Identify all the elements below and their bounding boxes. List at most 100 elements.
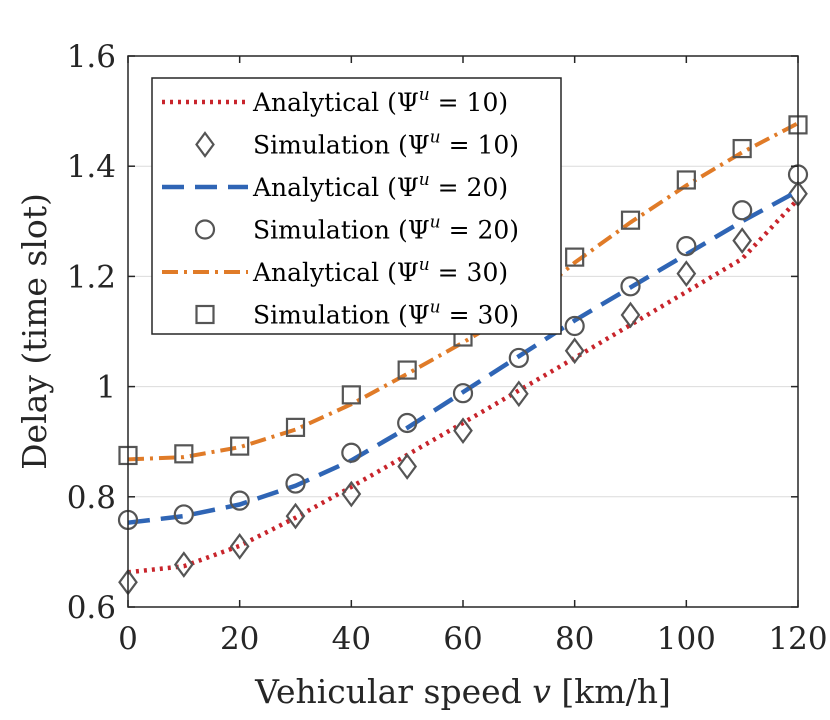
y-axis-title: Delay (time slot) [15, 193, 54, 470]
legend-label-superscript: u [430, 298, 441, 318]
y-tick-label: 1 [96, 370, 116, 406]
data-point-circle [397, 412, 418, 434]
data-point-square [676, 170, 696, 190]
legend-label-symbol: Ψ [408, 216, 430, 245]
series-line [127, 197, 800, 575]
legend-label-superscript: u [419, 255, 430, 275]
data-point-circle [732, 200, 753, 221]
legend: Analytical (Ψu = 10)Simulation (Ψu = 10)… [151, 77, 562, 335]
legend-label-prefix: Analytical ( [252, 173, 397, 202]
data-point-circle [341, 442, 362, 463]
legend-label-symbol: Ψ [397, 258, 419, 287]
legend-box [151, 77, 562, 335]
y-tick-label: 1.4 [67, 149, 116, 185]
legend-label-prefix: Simulation ( [253, 131, 408, 160]
y-tick-label: 1.2 [67, 259, 116, 295]
data-point-circle [676, 235, 697, 257]
data-point-square [620, 210, 641, 230]
data-point-diamond [732, 227, 753, 254]
legend-entry: Simulation (Ψu = 30) [195, 298, 519, 330]
legend-label: Analytical (Ψu = 20) [252, 170, 508, 202]
series-2 [127, 189, 800, 525]
x-tick-label: 60 [443, 621, 482, 657]
legend-label-symbol: Ψ [408, 131, 430, 160]
series-3 [117, 164, 809, 531]
x-tick-label: 80 [555, 621, 594, 657]
legend-label-value: = 10) [441, 131, 519, 160]
y-tick-label: 0.6 [67, 590, 116, 626]
y-tick-label: 0.8 [67, 480, 116, 516]
legend-label-value: = 20) [441, 216, 519, 245]
data-point-circle [564, 315, 585, 337]
data-point-diamond [676, 260, 697, 287]
x-axis-title-text: Vehicular speed [254, 672, 532, 711]
data-point-diamond [564, 337, 585, 365]
x-tick-label: 100 [657, 621, 716, 657]
data-point-diamond [173, 551, 194, 578]
series-group [117, 115, 809, 596]
legend-marker-circle [194, 219, 216, 240]
legend-label: Simulation (Ψu = 10) [253, 128, 519, 160]
legend-entry: Simulation (Ψu = 20) [194, 213, 519, 245]
legend-label-prefix: Simulation ( [253, 216, 408, 245]
legend-label: Analytical (Ψu = 30) [252, 255, 508, 287]
series-1 [118, 180, 808, 596]
legend-label-superscript: u [419, 170, 430, 190]
legend-entry: Analytical (Ψu = 10) [162, 85, 508, 117]
data-point-diamond [397, 453, 418, 480]
legend-marker-diamond [195, 131, 215, 158]
legend-label-symbol: Ψ [397, 173, 419, 202]
legend-label: Analytical (Ψu = 10) [252, 85, 508, 117]
legend-entry: Analytical (Ψu = 20) [162, 170, 508, 202]
data-point-square [565, 247, 585, 267]
data-point-circle [508, 347, 529, 369]
legend-label-superscript: u [430, 213, 441, 233]
legend-label: Simulation (Ψu = 30) [253, 298, 519, 330]
legend-entry: Simulation (Ψu = 10) [195, 128, 519, 160]
data-point-square [230, 436, 250, 456]
axis-titles: Vehicular speed v [km/h] Delay (time slot… [15, 193, 671, 711]
x-tick-label: 0 [118, 621, 138, 657]
x-tick-label: 120 [768, 621, 827, 657]
series-0 [127, 197, 800, 575]
data-point-square [732, 138, 752, 159]
legend-label-superscript: u [430, 128, 441, 148]
legend-label-prefix: Simulation ( [253, 301, 408, 330]
data-point-circle [452, 383, 474, 404]
legend-label-superscript: u [419, 85, 430, 105]
legend-label-symbol: Ψ [397, 88, 419, 117]
data-point-square [397, 360, 417, 380]
legend-label-prefix: Analytical ( [252, 88, 397, 117]
x-axis-title-unit: [km/h] [551, 672, 671, 711]
legend-label-value: = 30) [430, 258, 508, 287]
data-point-circle [620, 276, 641, 297]
data-point-circle [285, 473, 306, 494]
data-point-diamond [453, 417, 473, 445]
x-tick-label: 20 [220, 621, 259, 657]
series-4 [127, 121, 799, 462]
y-tick-label: 1.6 [67, 39, 116, 75]
data-point-square [174, 444, 194, 464]
x-axis-title: Vehicular speed v [km/h] [254, 672, 671, 711]
legend-label-value: = 20) [430, 173, 508, 202]
legend-label-value: = 10) [430, 88, 508, 117]
data-point-diamond [285, 502, 306, 530]
series-line [127, 121, 799, 462]
data-point-circle [229, 490, 250, 511]
data-point-diamond [341, 480, 362, 508]
legend-entry: Analytical (Ψu = 30) [162, 255, 508, 287]
data-point-diamond [620, 301, 641, 329]
axis-ticks: 0.6 0.8 1 1.2 1.4 1.6 0 20 40 60 80 100 120 [67, 39, 828, 657]
legend-label-value: = 30) [441, 301, 519, 330]
series-line [127, 189, 800, 525]
data-point-circle [173, 504, 194, 525]
legend-marker-square [195, 304, 215, 325]
x-tick-label: 40 [332, 621, 371, 657]
data-point-diamond [229, 533, 250, 560]
legend-label-symbol: Ψ [408, 301, 430, 330]
data-point-square [285, 417, 306, 437]
x-axis-title-variable: v [532, 672, 551, 711]
data-point-square [341, 385, 361, 405]
legend-label: Simulation (Ψu = 20) [253, 213, 519, 245]
